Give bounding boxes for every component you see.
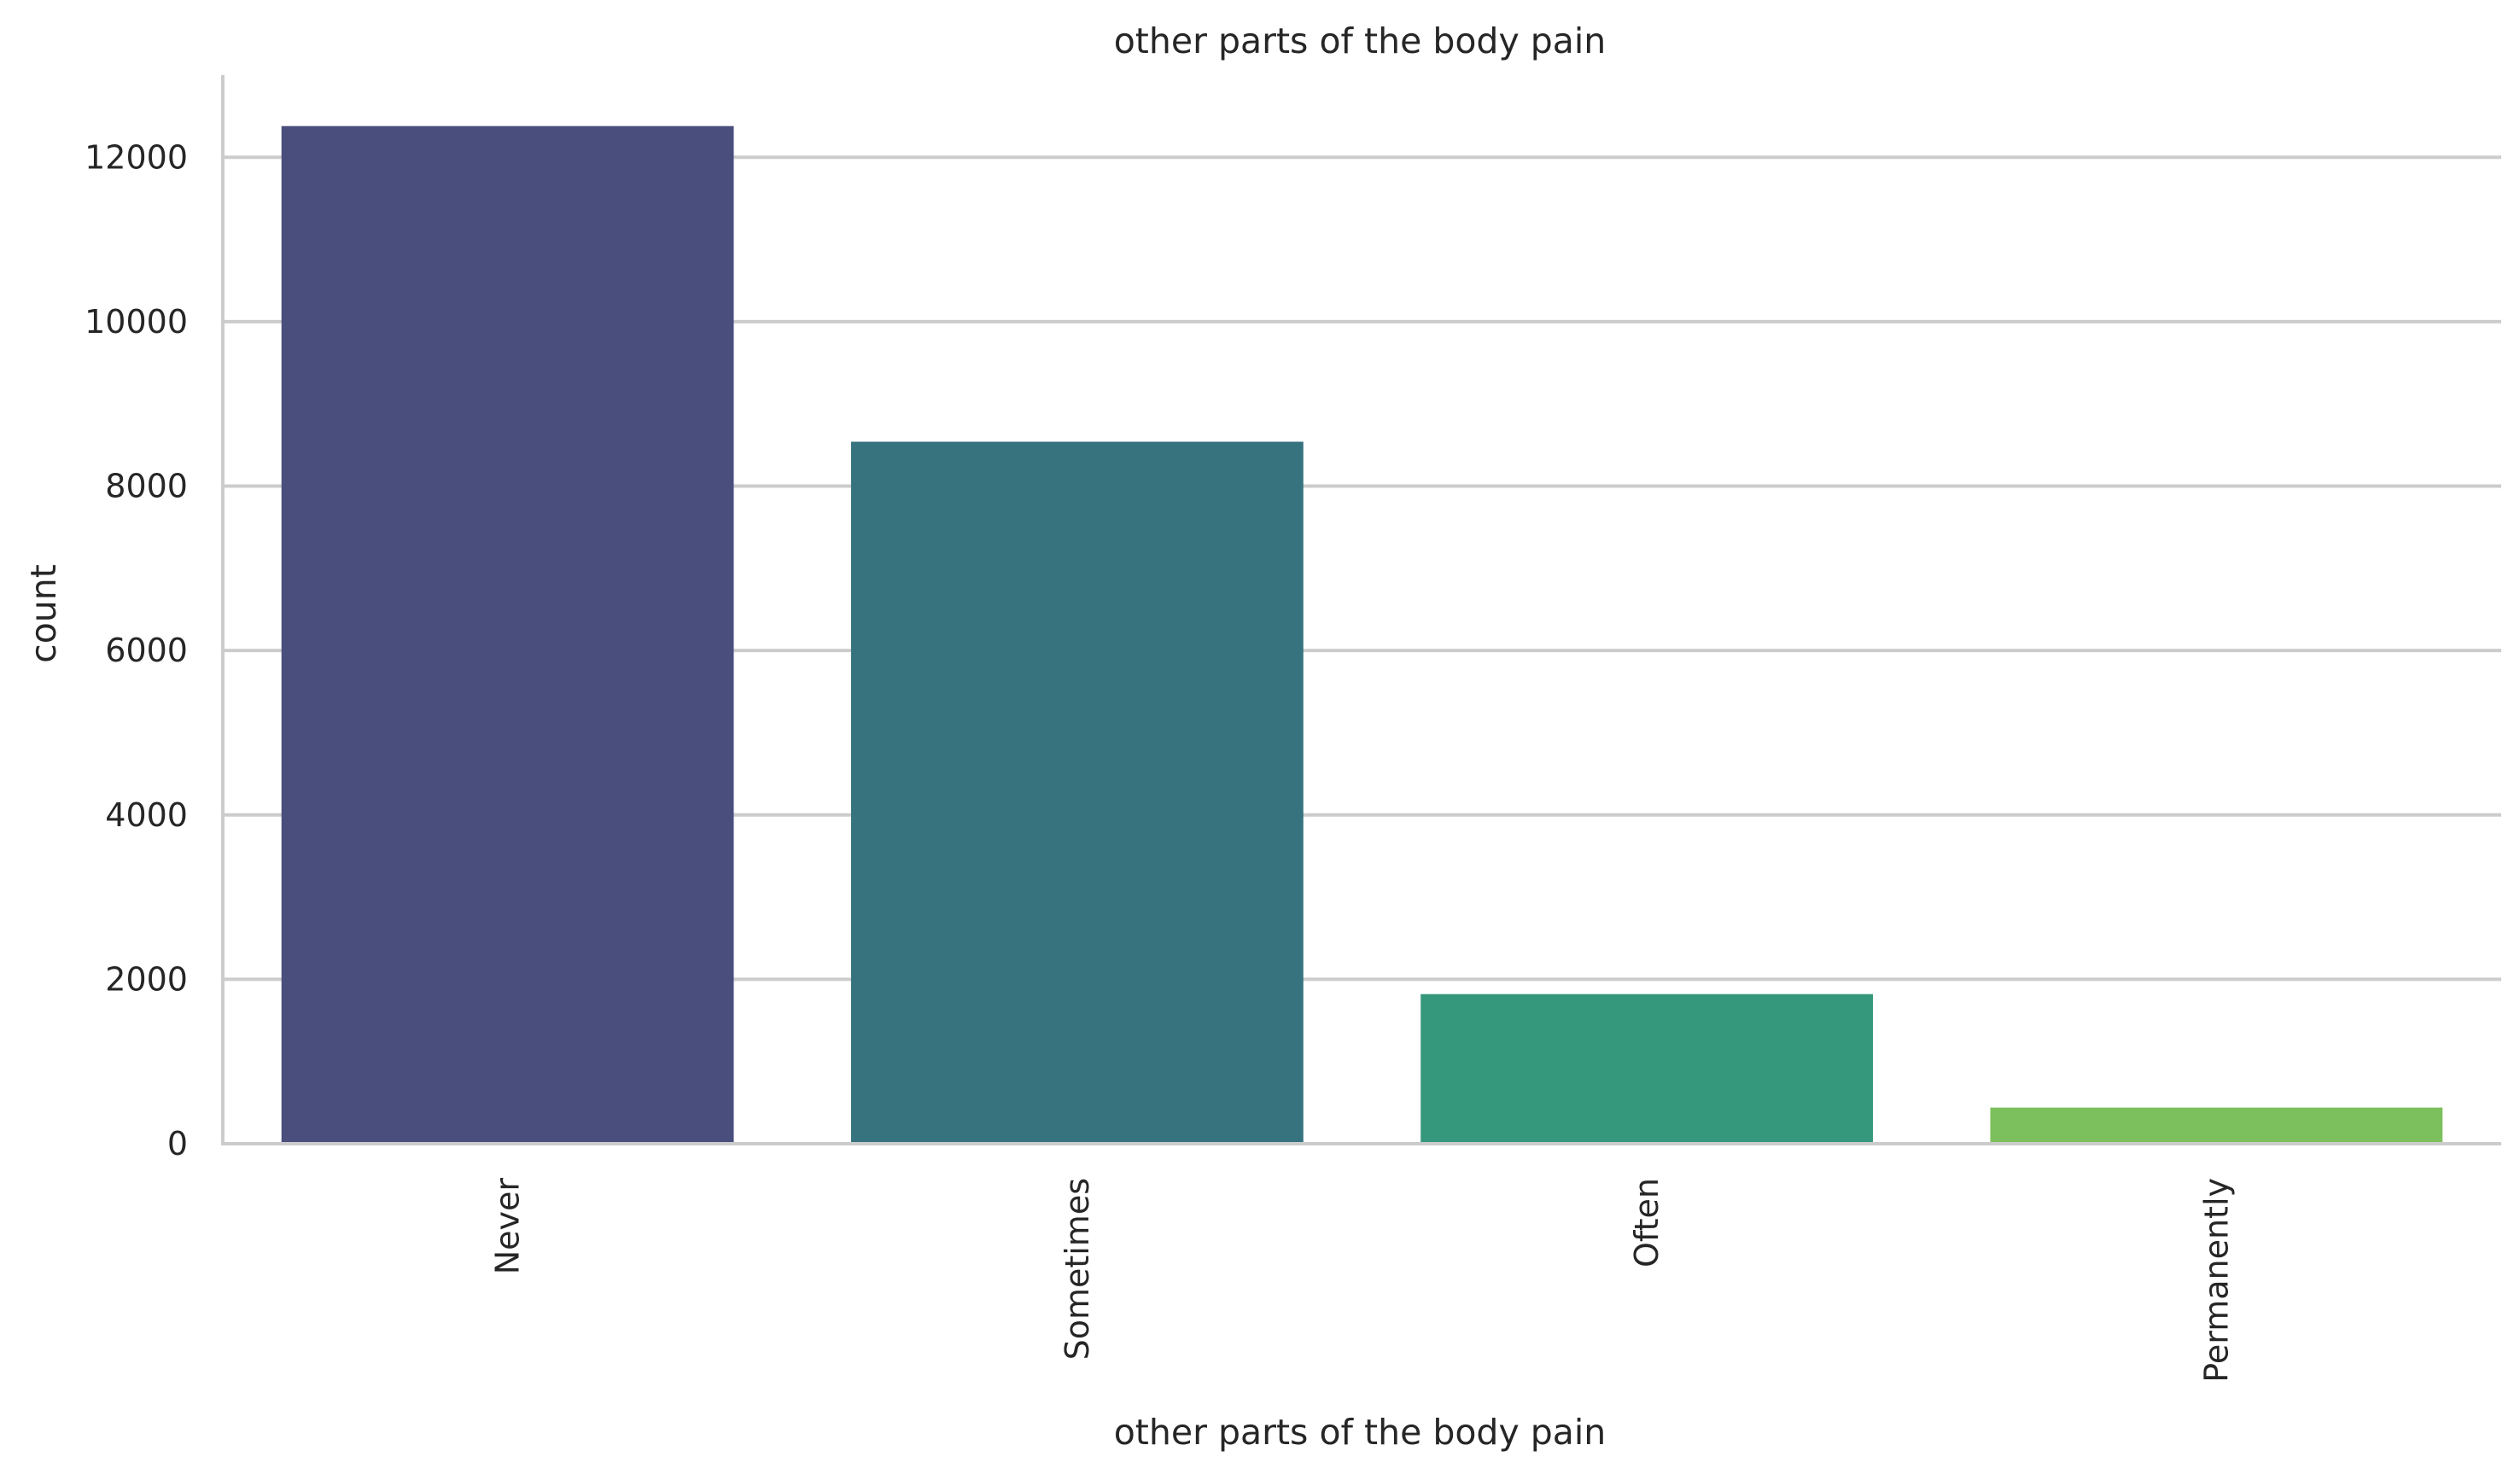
y-tick-label: 6000 — [105, 632, 188, 669]
y-tick-labels: 0 2000 4000 6000 8000 10000 12000 — [85, 138, 188, 1162]
bars — [281, 125, 2443, 1144]
chart-title: other parts of the body pain — [1114, 20, 1607, 61]
bar-never — [281, 125, 734, 1144]
x-tick-label: Never — [489, 1178, 527, 1275]
y-tick-label: 2000 — [105, 960, 188, 998]
y-tick-label: 0 — [167, 1125, 188, 1162]
x-tick-labels: Never Sometimes Often Permanently — [489, 1178, 2236, 1383]
x-axis-label: other parts of the body pain — [1114, 1412, 1607, 1453]
bar-sometimes — [850, 441, 1304, 1144]
bar-permanently — [1990, 1107, 2443, 1144]
x-tick-label: Sometimes — [1059, 1178, 1096, 1360]
y-axis-label: count — [23, 564, 64, 663]
y-tick-label: 12000 — [85, 138, 188, 176]
bar-often — [1420, 993, 1874, 1144]
axes — [221, 75, 2501, 1145]
y-tick-label: 8000 — [105, 468, 188, 505]
x-tick-label: Often — [1628, 1178, 1665, 1267]
x-tick-label: Permanently — [2197, 1178, 2235, 1383]
y-tick-label: 10000 — [85, 303, 188, 341]
y-tick-label: 4000 — [105, 796, 188, 834]
